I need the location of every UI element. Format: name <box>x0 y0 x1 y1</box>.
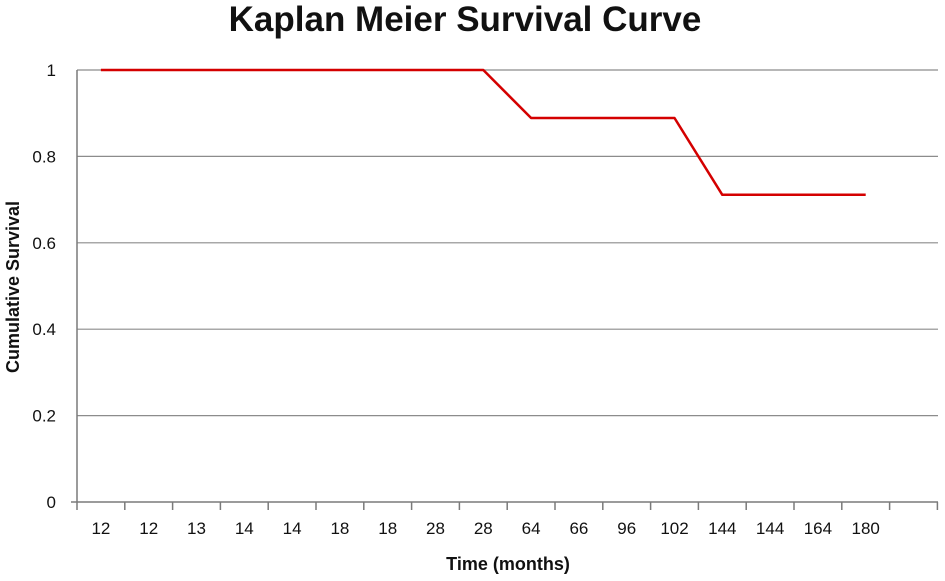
y-tick-labels: 0 0.2 0.4 0.6 0.8 1 <box>32 61 56 512</box>
x-tick-label: 12 <box>91 519 110 538</box>
x-tick-label: 144 <box>756 519 784 538</box>
y-tick-label: 0.8 <box>32 147 56 166</box>
x-tick-label: 12 <box>139 519 158 538</box>
y-tick-label: 0 <box>47 493 56 512</box>
chart-title: Kaplan Meier Survival Curve <box>229 0 702 39</box>
survival-curve-line <box>100 68 866 197</box>
y-tick-label: 0.2 <box>32 407 56 426</box>
x-tick-label: 64 <box>522 519 541 538</box>
y-axis-label: Cumulative Survival <box>3 201 23 373</box>
x-tick-label: 28 <box>426 519 445 538</box>
x-tick-label: 18 <box>378 519 397 538</box>
series <box>100 68 866 197</box>
x-tick-label: 144 <box>708 519 736 538</box>
x-tick-label: 180 <box>852 519 880 538</box>
x-tick-label: 102 <box>660 519 688 538</box>
axes <box>71 70 939 510</box>
y-tick-label: 0.4 <box>32 320 56 339</box>
y-tick-label: 0.6 <box>32 234 56 253</box>
x-tick-label: 66 <box>569 519 588 538</box>
y-tick-label: 1 <box>47 61 56 80</box>
gridlines <box>77 69 938 417</box>
x-tick-label: 96 <box>617 519 636 538</box>
x-axis-label: Time (months) <box>446 554 570 574</box>
x-tick-label: 13 <box>187 519 206 538</box>
x-tick-label: 164 <box>804 519 832 538</box>
x-tick-label: 18 <box>330 519 349 538</box>
x-tick-label: 14 <box>235 519 254 538</box>
x-tick-label: 14 <box>283 519 302 538</box>
x-tick-label: 28 <box>474 519 493 538</box>
x-tick-labels: 12 12 13 14 14 18 18 28 28 64 66 96 102 144 144 164 180 <box>91 519 879 538</box>
